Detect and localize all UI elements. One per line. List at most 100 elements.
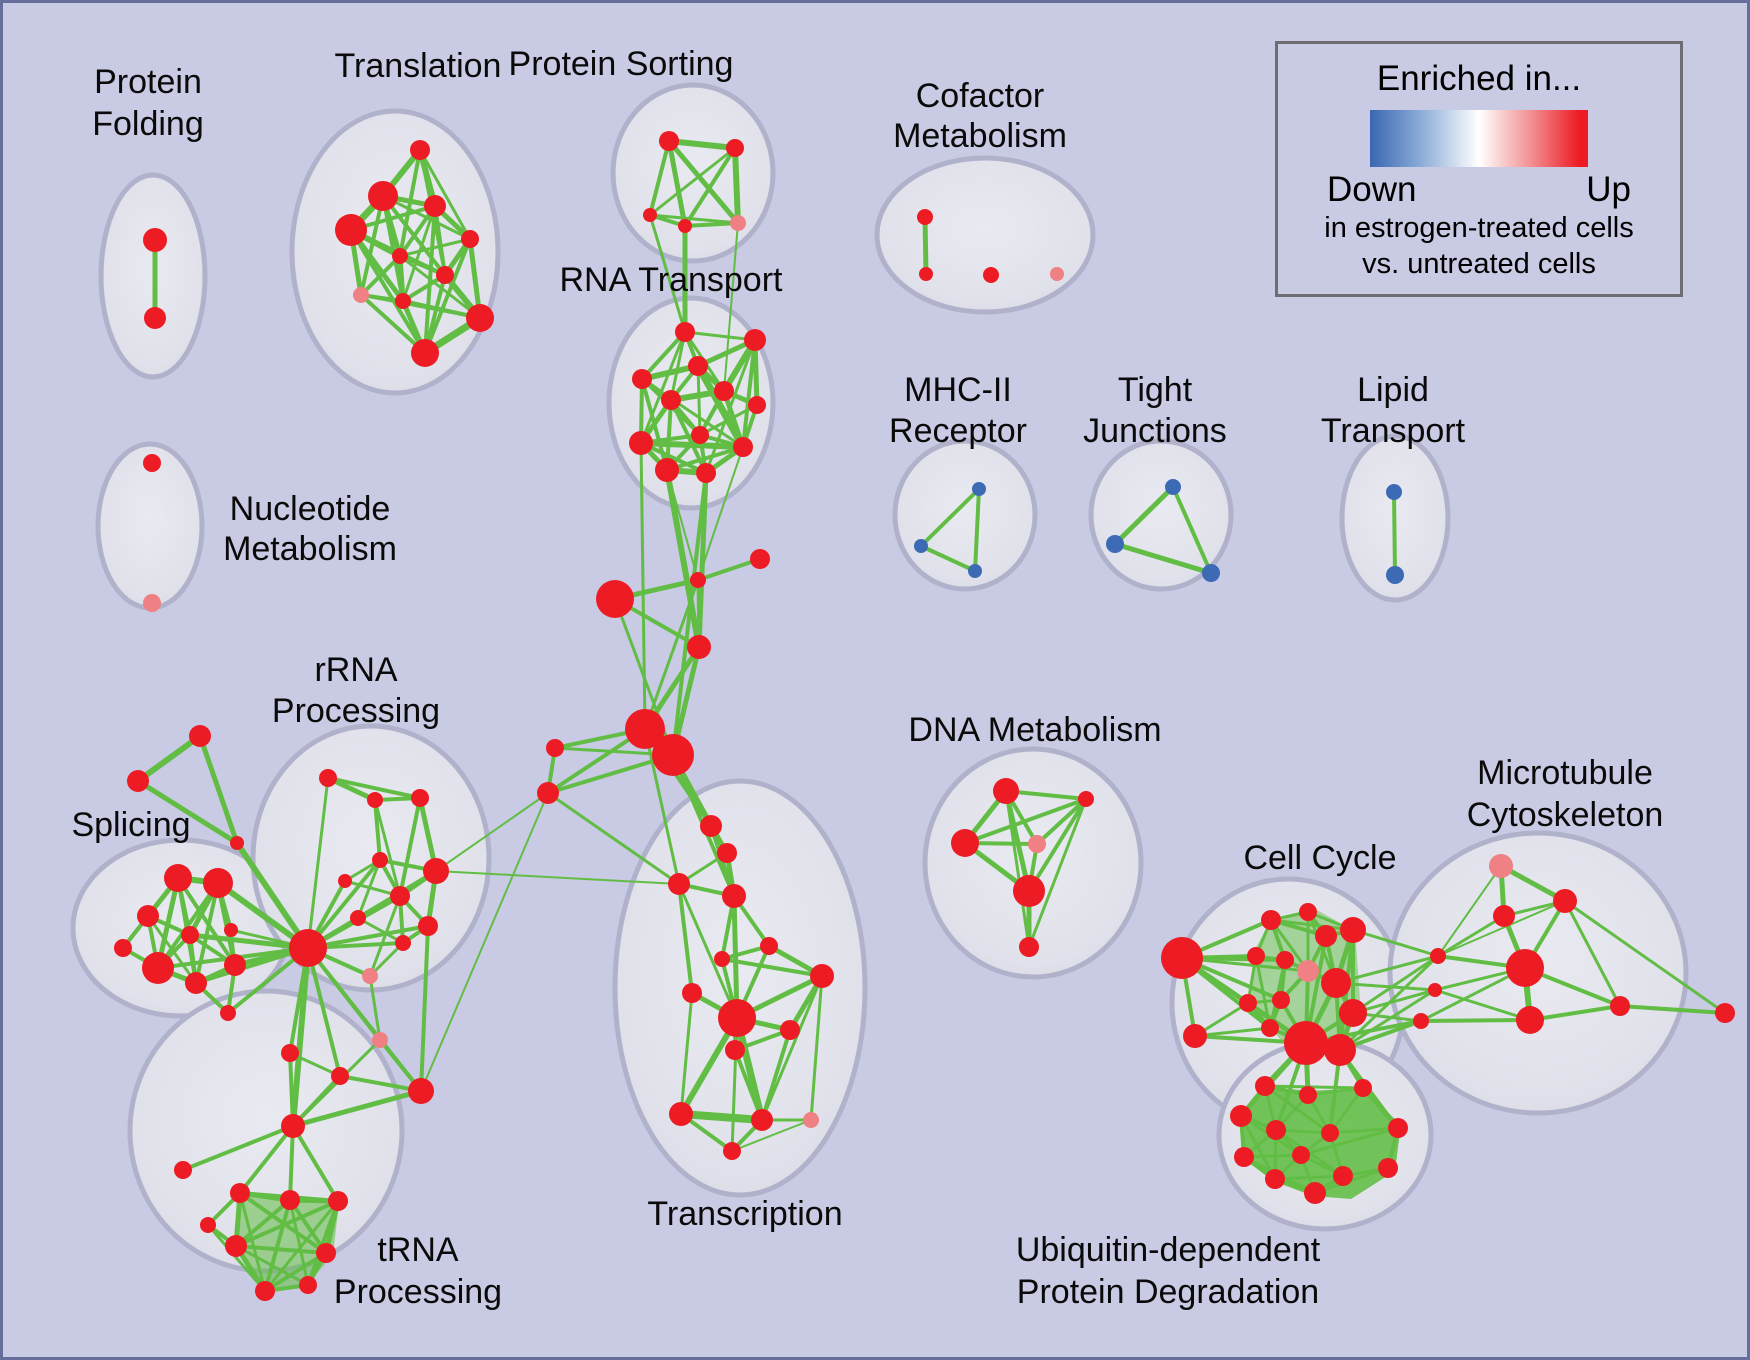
similarity-edge [373, 798, 382, 862]
similarity-edge [1351, 954, 1440, 1015]
similarity-edge [669, 330, 687, 402]
gene-set-node [722, 884, 746, 908]
gene-set-node [1386, 566, 1404, 584]
gene-set-node [1489, 854, 1513, 878]
similarity-edge [176, 876, 237, 967]
gene-set-node [368, 181, 398, 211]
similarity-edge [234, 1244, 328, 1255]
gene-set-node [714, 951, 730, 967]
gene-set-node [164, 864, 192, 892]
similarity-edge [643, 578, 700, 731]
gene-set-node [418, 916, 438, 936]
similarity-edge [368, 974, 382, 1042]
legend-caption-line1: in estrogen-treated cells [1324, 212, 1634, 244]
gene-set-node [675, 322, 695, 342]
gene-set-node [220, 1005, 236, 1021]
gene-set-node [629, 431, 653, 455]
gene-set-node [224, 923, 238, 937]
legend-down-label: Down [1327, 170, 1417, 209]
gene-set-node [1078, 791, 1094, 807]
gene-set-node [917, 209, 933, 225]
similarity-edge [732, 145, 741, 226]
gene-set-node [1386, 484, 1402, 500]
similarity-edge [1392, 490, 1397, 577]
gene-set-node [1202, 564, 1220, 582]
similarity-edge [234, 1199, 340, 1248]
cluster-label-mhc-ii-receptor: MHC-II [904, 371, 1012, 409]
gene-set-node [537, 782, 559, 804]
similarity-edge [648, 213, 687, 334]
similarity-edge [423, 237, 472, 355]
gene-set-node [331, 1067, 349, 1085]
gene-set-node [1388, 1118, 1408, 1138]
gene-set-node [690, 572, 706, 588]
gene-set-node [1297, 960, 1319, 982]
gene-set-node [423, 858, 449, 884]
similarity-edge [731, 1119, 812, 1152]
similarity-edge [288, 1198, 328, 1255]
similarity-edge [288, 1124, 295, 1202]
gene-set-node [972, 482, 986, 496]
similarity-edge [1563, 899, 1727, 1015]
cluster-ellipse-tight-junctions [1088, 438, 1234, 592]
gene-set-node [1292, 1146, 1310, 1164]
gene-set-node [1247, 947, 1265, 965]
similarity-edge [696, 470, 709, 650]
similarity-edge [648, 146, 737, 217]
gene-set-node [652, 734, 694, 776]
cluster-label-trna-processing: Processing [334, 1273, 502, 1311]
similarity-edge [356, 858, 382, 920]
similarity-edge [306, 776, 330, 950]
gene-set-node [1266, 1120, 1286, 1140]
gene-set-node [688, 356, 708, 376]
similarity-edge [664, 467, 702, 650]
gene-set-node [730, 215, 746, 231]
gene-set-node [1333, 1166, 1353, 1186]
gene-set-node [372, 1032, 388, 1048]
cluster-label-lipid-transport: Transport [1321, 412, 1466, 450]
similarity-edge [263, 1199, 340, 1293]
similarity-edge [359, 293, 427, 355]
gene-set-node [144, 307, 166, 329]
gene-set-node [461, 230, 479, 248]
gene-set-node [143, 454, 161, 472]
similarity-edge [238, 1124, 295, 1195]
gene-set-node [1106, 535, 1124, 553]
legend-box: Enriched in... Down Up in estrogen-treat… [1275, 41, 1683, 297]
gene-set-node [661, 390, 681, 410]
cluster-label-splicing: Splicing [71, 806, 190, 844]
similarity-edge [723, 222, 739, 392]
similarity-edge [238, 1191, 267, 1293]
gene-set-node [717, 843, 737, 863]
gene-set-node [596, 580, 634, 618]
similarity-edge [206, 1223, 267, 1293]
gene-set-node [255, 1281, 275, 1301]
cluster-label-rrna-processing: rRNA [314, 651, 397, 689]
similarity-edge [677, 1110, 766, 1124]
gene-set-node [224, 954, 246, 976]
similarity-edge [1338, 988, 1437, 1052]
cluster-label-tight-junctions: Tight [1118, 371, 1193, 409]
gene-set-node [289, 929, 327, 967]
gene-set-node [669, 1102, 693, 1126]
similarity-edge [1328, 1086, 1365, 1135]
gene-set-node [718, 999, 756, 1037]
similarity-edge [666, 469, 699, 581]
gene-set-node [281, 1114, 305, 1138]
cluster-label-protein-folding: Folding [92, 105, 204, 143]
gene-set-node [1255, 1076, 1275, 1096]
gene-set-node [316, 1243, 336, 1263]
gene-set-node [350, 910, 366, 926]
gene-set-node [225, 1235, 247, 1257]
gene-set-node [1321, 1124, 1339, 1142]
similarity-edge [720, 957, 824, 978]
similarity-edge [263, 1198, 292, 1293]
gene-set-node [696, 463, 716, 483]
similarity-edge [546, 753, 675, 795]
similarity-edge [666, 138, 741, 226]
cluster-label-rna-transport: RNA Transport [560, 261, 784, 299]
similarity-edge [1171, 485, 1213, 575]
similarity-edge [398, 796, 422, 898]
similarity-edge [349, 228, 427, 355]
